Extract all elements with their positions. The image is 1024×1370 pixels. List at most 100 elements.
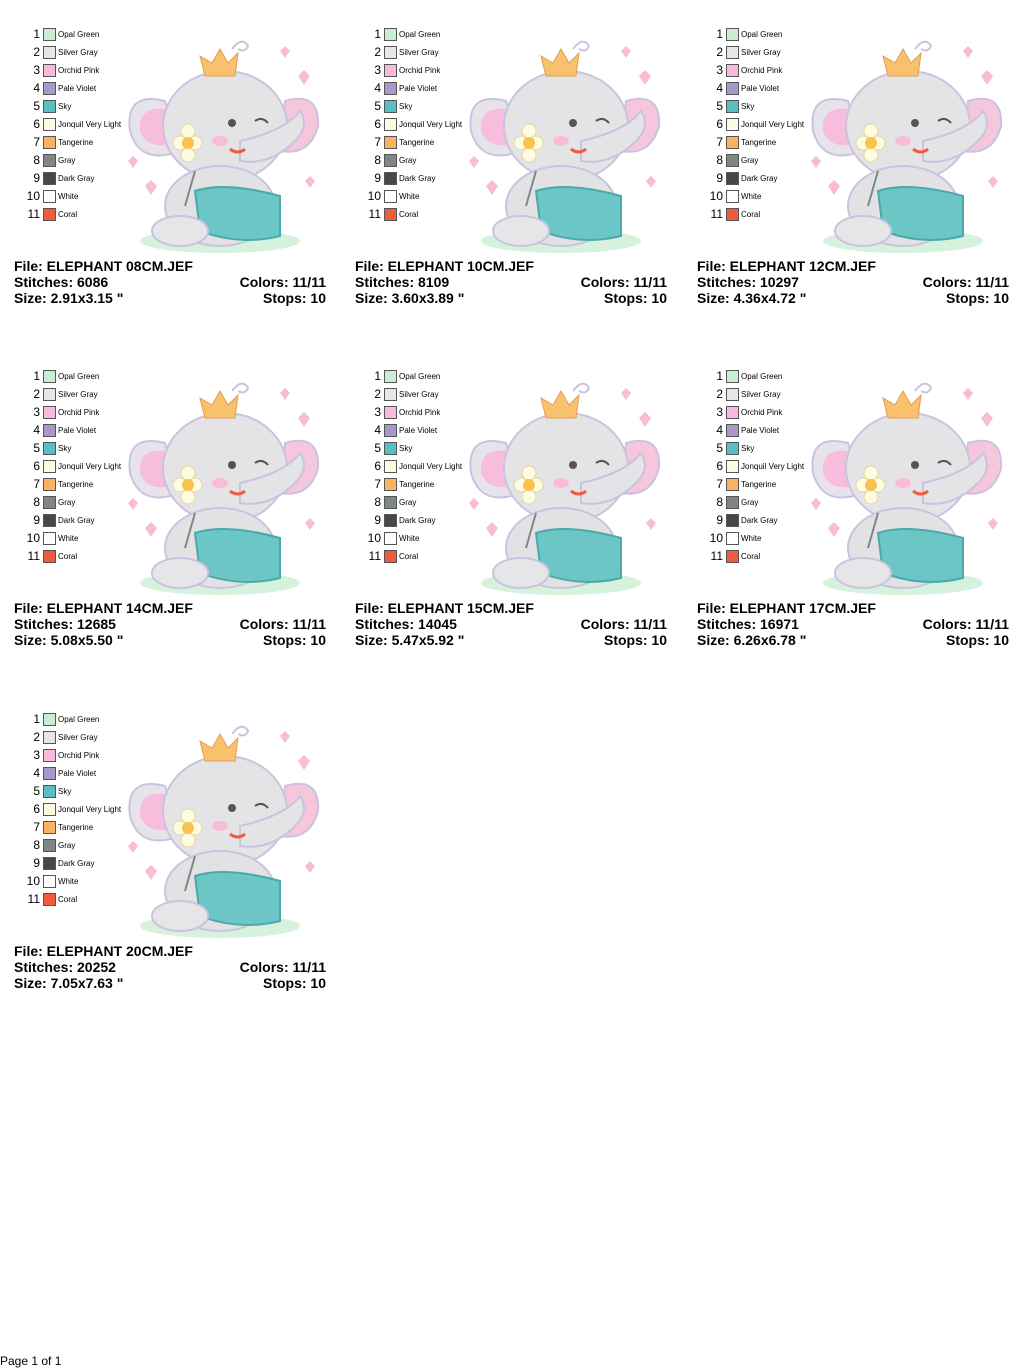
palette-row: 3 Orchid Pink [355,64,465,77]
color-swatch [726,64,739,77]
colors: Colors: 11/11 [922,274,1009,290]
palette-row: 8 Gray [697,154,807,167]
palette-row: 6 Jonquil Very Light [355,460,465,473]
color-swatch [726,478,739,491]
color-swatch [384,64,397,77]
stitches: Stitches: 6086 [14,274,109,290]
color-number: 9 [374,171,381,185]
color-name: Gray [741,498,759,507]
palette-row: 4 Pale Violet [697,424,807,437]
color-name: Pale Violet [58,769,97,778]
color-swatch [43,731,56,744]
color-swatch [726,172,739,185]
color-swatch [43,172,56,185]
size: Size: 5.47x5.92 " [355,632,465,648]
colors: Colors: 11/11 [239,616,326,632]
color-swatch [43,388,56,401]
colors: Colors: 11/11 [580,274,667,290]
stitches: Stitches: 16971 [697,616,799,632]
color-number: 8 [374,153,381,167]
color-name: Coral [741,210,761,219]
color-number: 1 [374,369,381,383]
palette-row: 5 Sky [14,785,124,798]
color-swatch [384,190,397,203]
color-name: White [399,534,420,543]
color-swatch [43,496,56,509]
size: Size: 5.08x5.50 " [14,632,124,648]
size: Size: 6.26x6.78 " [697,632,807,648]
color-number: 4 [33,766,40,780]
color-number: 10 [367,531,381,545]
color-name: Sky [58,102,72,111]
color-name: Opal Green [741,372,783,381]
stitches: Stitches: 12685 [14,616,116,632]
palette-row: 1 Opal Green [14,370,124,383]
color-swatch [43,46,56,59]
color-swatch [43,100,56,113]
color-swatch [43,64,56,77]
file-name: File: ELEPHANT 17CM.JEF [697,600,876,616]
color-number: 2 [374,45,381,59]
color-name: Pale Violet [741,426,780,435]
design-preview [809,40,1003,255]
size: Size: 2.91x3.15 " [14,290,124,306]
color-swatch [726,388,739,401]
design-card: 1 Opal Green 2 Silver Gray 3 Orchid Pink 4 Pale… [355,367,675,667]
palette-row: 2 Silver Gray [14,46,124,59]
color-number: 7 [716,135,723,149]
color-swatch [43,893,56,906]
palette-row: 7 Tangerine [14,821,124,834]
color-name: Coral [58,210,78,219]
color-swatch [43,478,56,491]
color-number: 3 [33,63,40,77]
palette-row: 9 Dark Gray [697,172,807,185]
palette-row: 5 Sky [355,442,465,455]
palette-row: 8 Gray [355,496,465,509]
color-name: Coral [399,552,419,561]
color-number: 11 [710,207,723,221]
color-number: 9 [374,513,381,527]
palette-row: 11 Coral [355,550,465,563]
stops: Stops: 10 [945,632,1009,648]
color-number: 9 [716,513,723,527]
color-name: Tangerine [58,138,94,147]
color-name: Orchid Pink [58,66,100,75]
color-swatch [726,46,739,59]
palette-row: 8 Gray [14,839,124,852]
color-name: Coral [399,210,419,219]
color-number: 7 [716,477,723,491]
color-name: Tangerine [741,480,777,489]
palette-row: 6 Jonquil Very Light [697,460,807,473]
stitches: Stitches: 14045 [355,616,457,632]
color-swatch [43,208,56,221]
design-preview [467,382,661,597]
size: Size: 4.36x4.72 " [697,290,807,306]
color-swatch [384,118,397,131]
file-name: File: ELEPHANT 10CM.JEF [355,258,534,274]
color-number: 7 [33,477,40,491]
color-number: 9 [716,171,723,185]
design-card: 1 Opal Green 2 Silver Gray 3 Orchid Pink 4 Pale… [14,367,334,667]
color-number: 5 [33,99,40,113]
stops: Stops: 10 [262,290,326,306]
palette-row: 7 Tangerine [14,136,124,149]
palette-row: 1 Opal Green [14,713,124,726]
color-number: 2 [374,387,381,401]
colors: Colors: 11/11 [239,959,326,975]
design-preview [467,40,661,255]
palette-row: 3 Orchid Pink [355,406,465,419]
color-number: 2 [33,45,40,59]
color-number: 8 [33,153,40,167]
palette-row: 2 Silver Gray [14,731,124,744]
palette-row: 10 White [355,532,465,545]
file-name: File: ELEPHANT 20CM.JEF [14,943,193,959]
colors: Colors: 11/11 [922,616,1009,632]
color-name: Pale Violet [741,84,780,93]
palette-row: 4 Pale Violet [14,767,124,780]
color-number: 9 [33,171,40,185]
color-number: 2 [33,730,40,744]
palette-row: 2 Silver Gray [355,388,465,401]
color-number: 6 [33,117,40,131]
color-name: Gray [58,156,76,165]
